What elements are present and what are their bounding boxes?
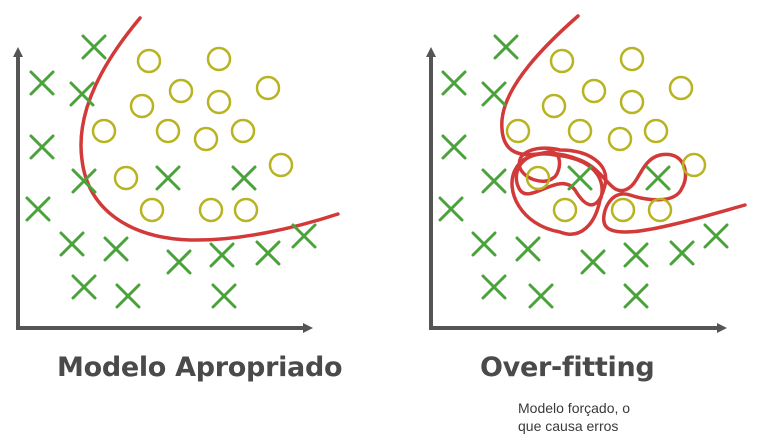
left-x-mark-10	[166, 249, 192, 275]
right-circle-mark-12	[552, 197, 578, 223]
right-x-mark-12	[669, 240, 695, 266]
left-x-mark-7	[25, 196, 51, 222]
left-decision-boundary	[79, 16, 340, 242]
left-circle-mark-9	[230, 118, 256, 144]
right-x-mark-8	[471, 231, 497, 257]
right-x-mark-7	[438, 196, 464, 222]
right-decision-boundary	[500, 14, 747, 236]
left-circle-mark-12	[139, 197, 165, 223]
left-circle-mark-3	[206, 89, 232, 115]
right-x-mark-9	[515, 236, 541, 262]
right-x-mark-1	[441, 70, 467, 96]
left-x-mark-13	[291, 223, 317, 249]
left-x-mark-11	[209, 242, 235, 268]
left-circle-mark-5	[129, 93, 155, 119]
left-x-mark-16	[211, 283, 237, 309]
left-circle-mark-14	[233, 197, 259, 223]
left-x-mark-5	[155, 165, 181, 191]
left-circle-mark-6	[91, 118, 117, 144]
left-circle-mark-7	[155, 118, 181, 144]
left-circle-mark-8	[193, 126, 219, 152]
right-x-mark-3	[441, 134, 467, 160]
right-circle-mark-7	[567, 118, 593, 144]
left-axes	[13, 47, 313, 333]
left-x-mark-9	[103, 236, 129, 262]
right-x-mark-2	[481, 81, 507, 107]
left-circle-mark-13	[198, 197, 224, 223]
left-x-mark-12	[255, 240, 281, 266]
left-x-mark-4	[71, 168, 97, 194]
right-x-mark-0	[493, 34, 519, 60]
left-x-mark-6	[231, 165, 257, 191]
right-x-mark-14	[481, 274, 507, 300]
right-circle-mark-5	[541, 93, 567, 119]
overfitting-caption: Modelo forçado, o que causa erros	[518, 399, 678, 435]
left-circle-mark-2	[168, 78, 194, 104]
right-circle-mark-11	[681, 152, 707, 178]
right-x-mark-4	[481, 168, 507, 194]
caption-line-2: que causa erros	[518, 418, 619, 434]
left-x-mark-1	[29, 70, 55, 96]
right-circle-mark-0	[549, 48, 575, 74]
right-axes	[426, 47, 727, 333]
right-x-mark-5	[567, 165, 593, 191]
right-x-mark-11	[623, 242, 649, 268]
right-x-mark-15	[528, 283, 554, 309]
right-circle-mark-13	[610, 197, 636, 223]
left-x-mark-15	[115, 283, 141, 309]
right-panel-title: Over-fitting	[480, 352, 655, 383]
right-circle-mark-3	[619, 89, 645, 115]
left-x-mark-8	[59, 231, 85, 257]
caption-line-1: Modelo forçado, o	[518, 400, 631, 416]
left-x-mark-2	[69, 81, 95, 107]
left-circle-mark-1	[206, 46, 232, 72]
left-x-mark-0	[81, 34, 107, 60]
left-circle-mark-4	[255, 75, 281, 101]
left-circle-mark-0	[136, 48, 162, 74]
left-circle-mark-11	[268, 152, 294, 178]
left-circle-mark-10	[113, 165, 139, 191]
right-x-mark-10	[580, 249, 606, 275]
left-x-mark-14	[71, 274, 97, 300]
right-circle-mark-4	[668, 75, 694, 101]
right-circle-mark-2	[581, 78, 607, 104]
right-x-mark-13	[703, 223, 729, 249]
right-x-mark-16	[623, 283, 649, 309]
right-circle-mark-9	[643, 118, 669, 144]
left-panel-title: Modelo Apropriado	[57, 352, 343, 383]
right-circle-mark-14	[647, 197, 673, 223]
right-x-mark-6	[645, 165, 671, 191]
right-circle-mark-8	[607, 126, 633, 152]
right-circle-mark-1	[619, 46, 645, 72]
right-circle-mark-6	[505, 118, 531, 144]
left-x-mark-3	[29, 134, 55, 160]
right-circle-mark-10	[525, 165, 551, 191]
